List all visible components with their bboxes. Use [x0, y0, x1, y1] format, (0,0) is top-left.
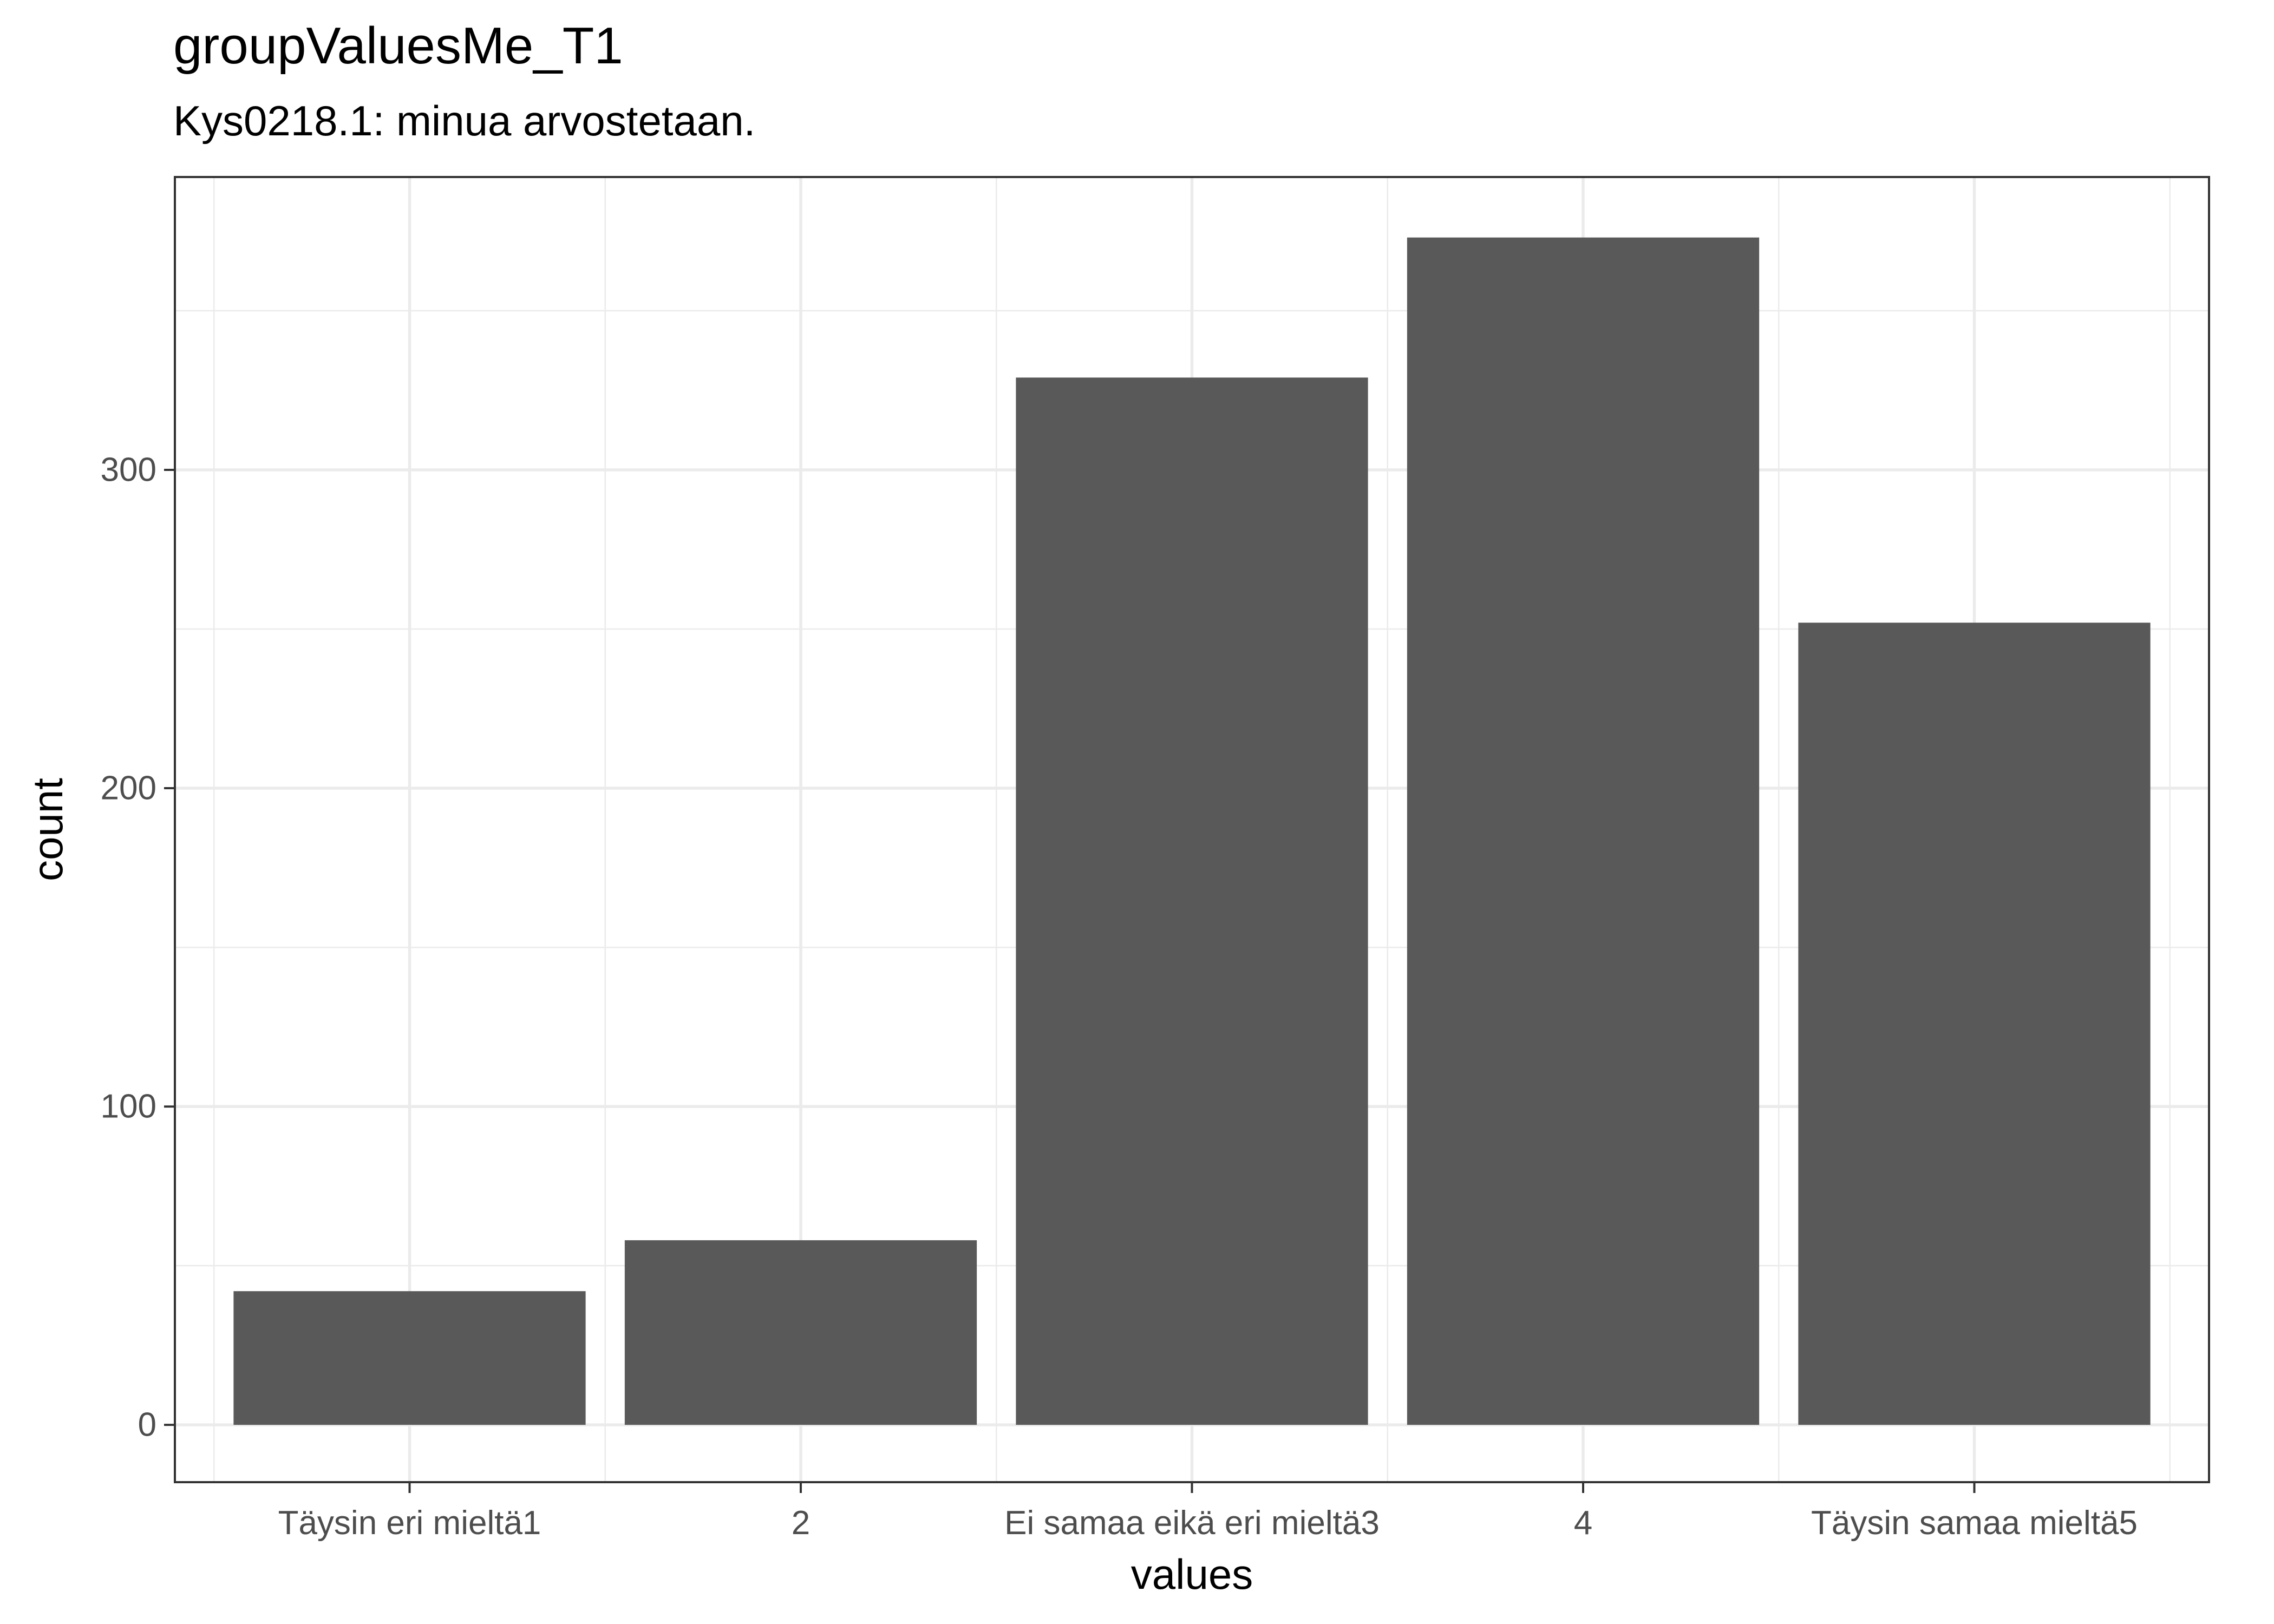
- y-tick-label: 0: [138, 1406, 156, 1444]
- bar: [1407, 237, 1760, 1425]
- x-tick-label: Täysin samaa mieltä5: [1811, 1504, 2138, 1542]
- chart-subtitle: Kys0218.1: minua arvostetaan.: [173, 97, 756, 145]
- x-tick-label: 2: [792, 1504, 810, 1542]
- y-tick-label: 100: [101, 1088, 156, 1125]
- x-tick-label: Täysin eri mieltä1: [278, 1504, 541, 1542]
- x-axis-title: values: [1131, 1550, 1253, 1598]
- y-tick-label: 300: [101, 451, 156, 489]
- bar: [1798, 623, 2151, 1425]
- bar: [1016, 377, 1368, 1425]
- y-axis-title: count: [24, 778, 71, 881]
- x-tick-label: 4: [1574, 1504, 1592, 1542]
- chart-title: groupValuesMe_T1: [173, 17, 623, 75]
- x-tick-label: Ei samaa eikä eri mieltä3: [1004, 1504, 1380, 1542]
- y-tick-label: 200: [101, 770, 156, 807]
- bar: [233, 1291, 586, 1425]
- bar: [624, 1240, 977, 1425]
